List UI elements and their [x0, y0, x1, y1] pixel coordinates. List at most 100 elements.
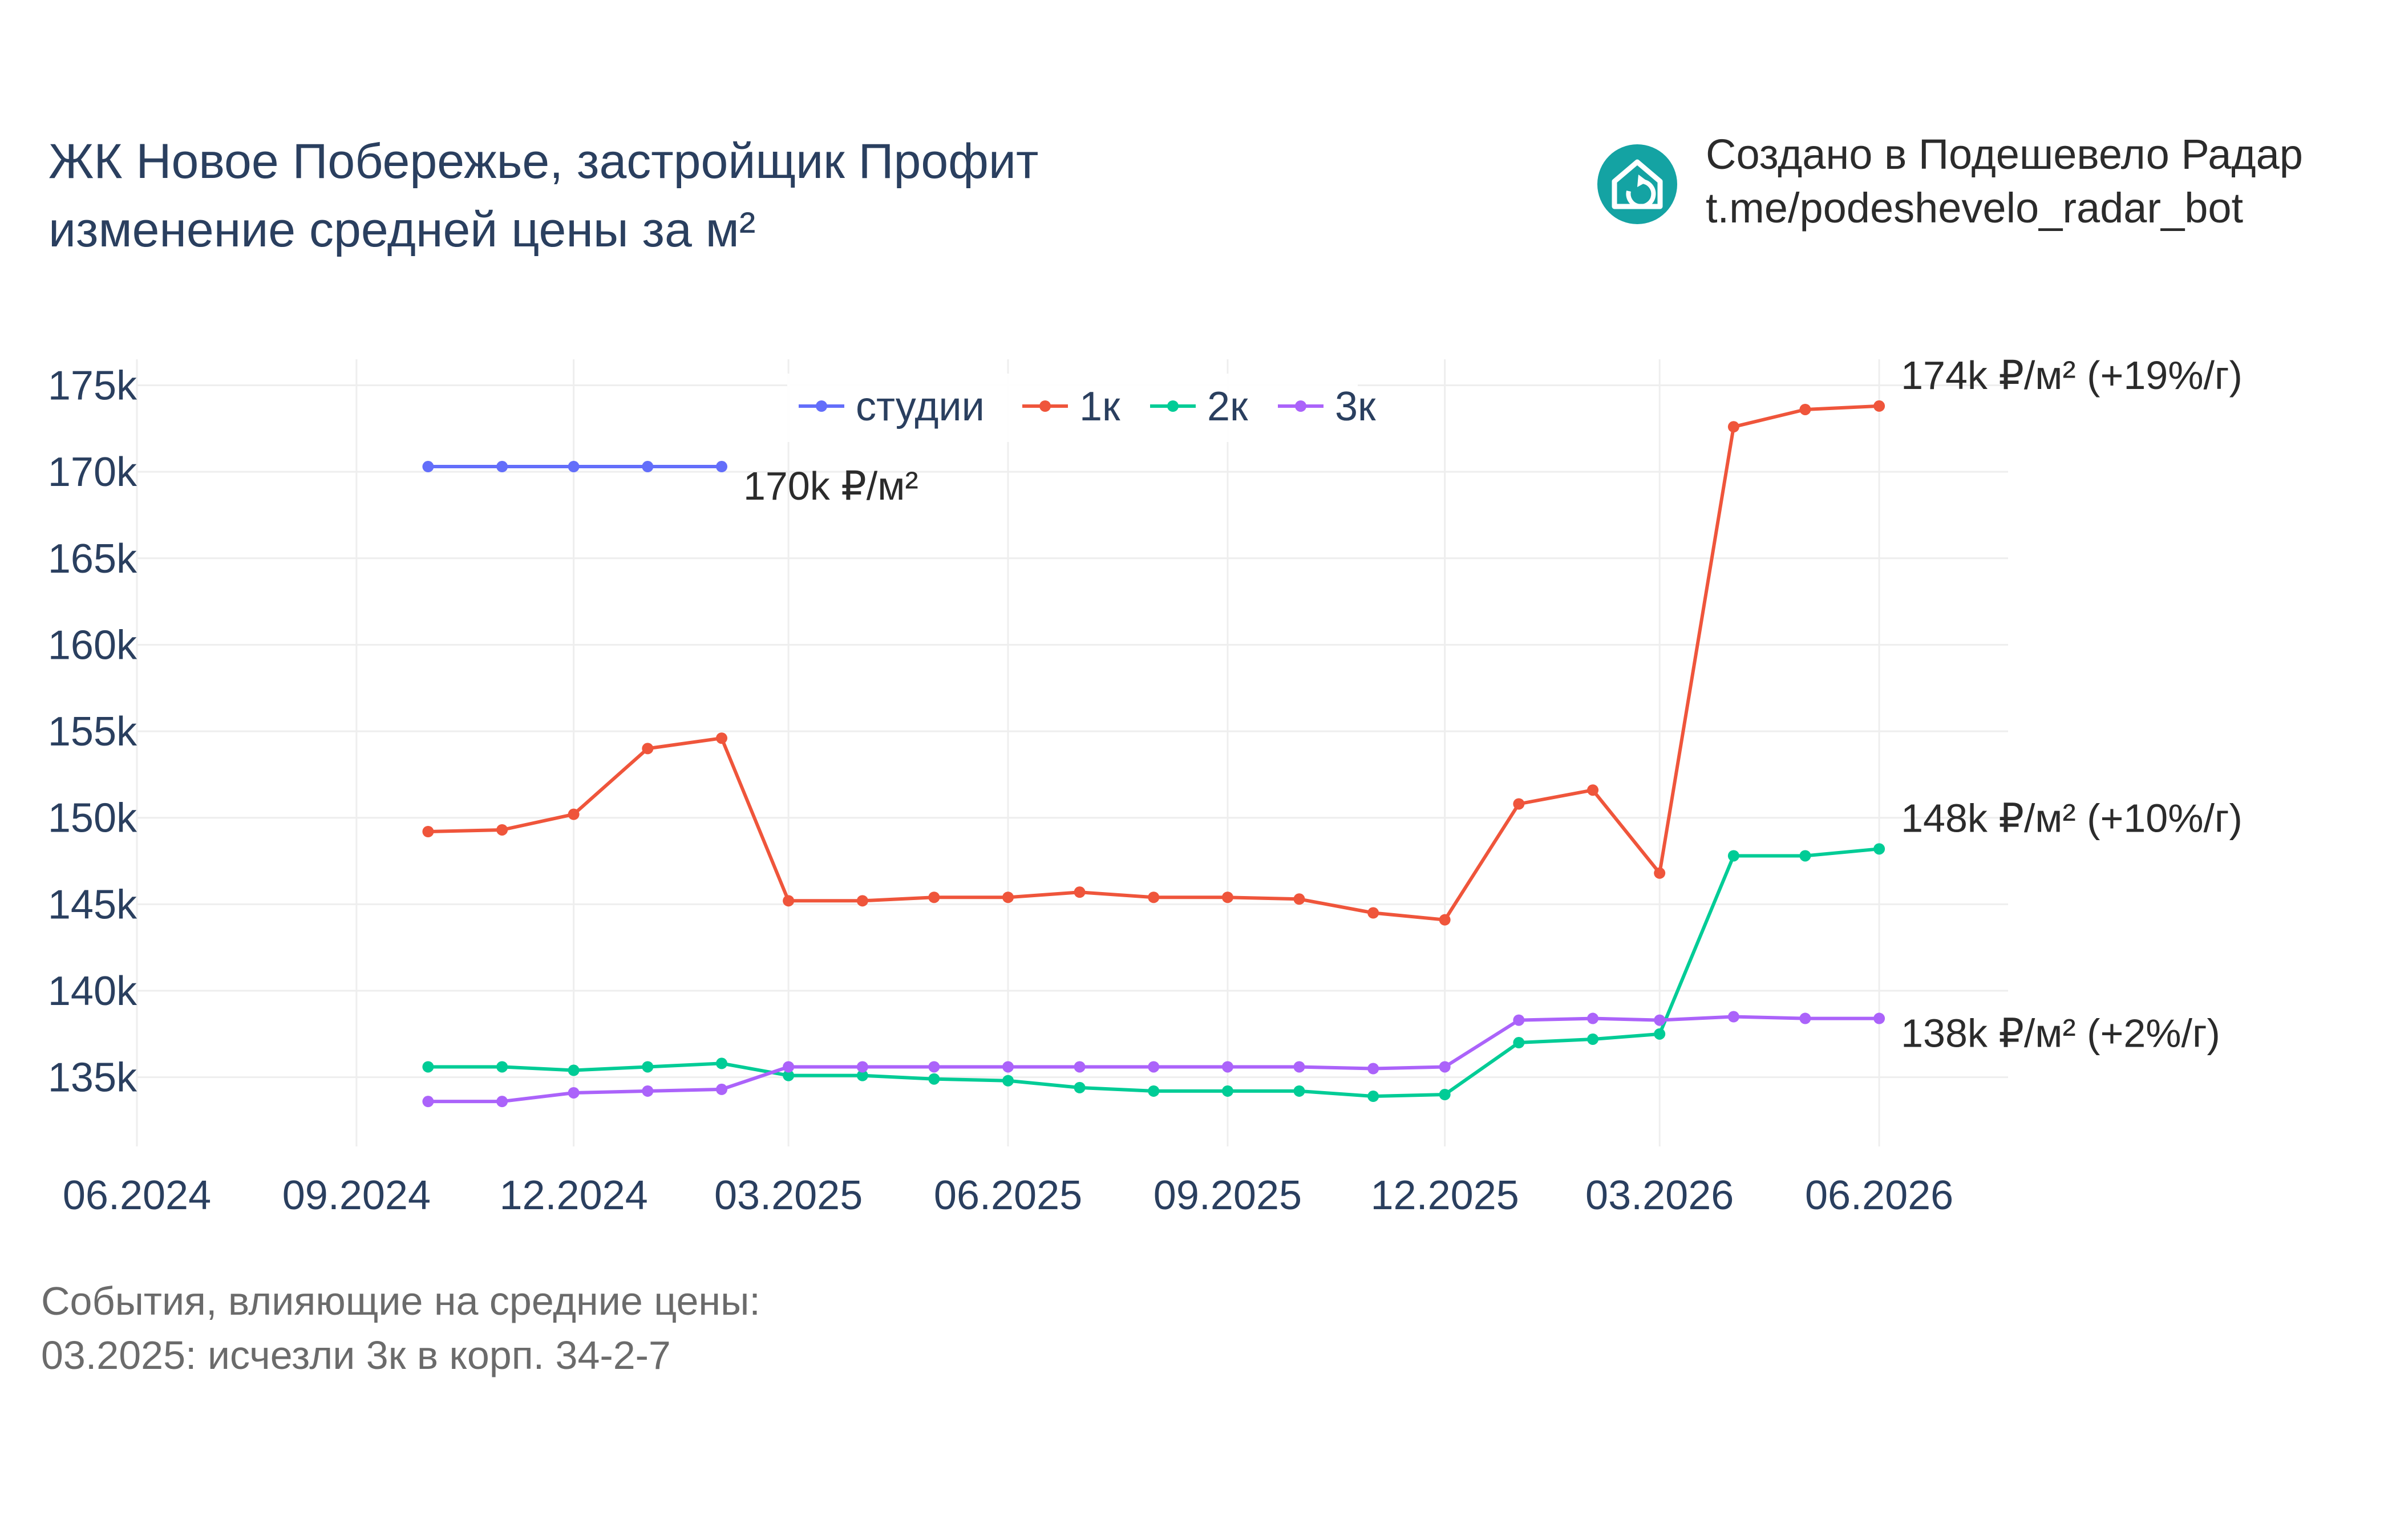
data-point — [1293, 1085, 1305, 1097]
end-labels: 170k ₽/м² 174k ₽/м² (+19%/г) 148k ₽/м² (+1… — [743, 353, 2243, 1056]
data-point — [496, 1096, 508, 1108]
legend-swatch-marker — [1167, 400, 1179, 412]
legend[interactable]: студии 1к 2к 3к — [787, 374, 1376, 442]
data-point — [716, 732, 727, 744]
data-point — [496, 461, 508, 473]
series-end-label: 170k ₽/м² — [743, 464, 918, 508]
data-point — [1513, 1037, 1525, 1049]
brand-logo-icon — [1597, 144, 1677, 224]
data-point — [496, 824, 508, 836]
series-line — [428, 404, 1880, 922]
legend-swatch-marker — [1039, 400, 1051, 412]
data-point — [1654, 1028, 1666, 1040]
data-point — [1221, 891, 1233, 903]
data-point — [568, 461, 580, 473]
legend-swatch-marker — [1295, 400, 1306, 412]
y-tick-label: 155k — [48, 709, 137, 755]
data-point — [1587, 784, 1599, 796]
series-end-label: 138k ₽/м² (+2%/г) — [1901, 1011, 2220, 1056]
data-point — [1002, 1075, 1014, 1087]
x-tick-label: 12.2024 — [499, 1173, 647, 1218]
data-point — [1074, 1081, 1086, 1093]
data-point — [1873, 1012, 1885, 1024]
x-tick-label: 06.2024 — [63, 1173, 211, 1218]
series-end-label: 174k ₽/м² (+19%/г) — [1901, 353, 2243, 398]
events-note-heading: События, влияющие на средние цены: — [41, 1279, 760, 1323]
x-tick-label: 03.2025 — [714, 1173, 863, 1218]
data-point — [1513, 798, 1525, 810]
data-point — [783, 1061, 795, 1073]
legend-label: 3к — [1335, 384, 1376, 429]
series-4 — [422, 1011, 1885, 1108]
data-point — [1367, 1091, 1379, 1103]
chart-title-line2: изменение средней цены за м² — [48, 202, 755, 257]
data-point — [1002, 891, 1014, 903]
data-point — [568, 1087, 580, 1099]
data-point — [1587, 1033, 1599, 1045]
data-point — [1367, 1063, 1379, 1075]
events-note-item: 03.2025: исчезли 3к в корп. 34-2-7 — [41, 1333, 671, 1377]
legend-swatch-marker — [816, 400, 827, 412]
data-point — [783, 895, 795, 907]
data-point — [1002, 1061, 1014, 1073]
data-point — [1148, 1085, 1160, 1097]
series-3 — [422, 843, 1885, 1103]
data-point — [1799, 850, 1811, 862]
data-point — [1148, 1061, 1160, 1073]
data-point — [1799, 403, 1811, 415]
data-point — [1727, 850, 1739, 862]
data-point — [1727, 1011, 1739, 1023]
data-point — [422, 461, 434, 473]
data-point — [1873, 843, 1885, 855]
legend-item-3[interactable]: 2к — [1150, 384, 1248, 429]
data-point — [1727, 421, 1739, 433]
data-point — [928, 1061, 940, 1073]
data-point — [928, 1073, 940, 1085]
data-point — [642, 461, 654, 473]
x-tick-label: 06.2025 — [934, 1173, 1082, 1218]
grid-lines — [136, 359, 2008, 1146]
data-point — [1293, 1061, 1305, 1073]
y-tick-label: 170k — [48, 449, 137, 495]
y-tick-label: 160k — [48, 622, 137, 668]
brand-line1: Создано в Подешевело Радар — [1706, 131, 2303, 178]
y-tick-label: 135k — [48, 1055, 137, 1101]
data-point — [568, 1064, 580, 1076]
legend-label: 1к — [1079, 384, 1120, 429]
legend-item-4[interactable]: 3к — [1278, 384, 1376, 429]
data-point — [1799, 1012, 1811, 1024]
legend-label: 2к — [1207, 384, 1248, 429]
data-point — [716, 461, 727, 473]
data-point — [1221, 1061, 1233, 1073]
data-point — [422, 1096, 434, 1108]
data-point — [1654, 1014, 1666, 1026]
data-point — [1513, 1014, 1525, 1026]
data-point — [642, 1061, 654, 1073]
data-point — [716, 1083, 727, 1095]
data-point — [716, 1057, 727, 1069]
data-point — [496, 1061, 508, 1073]
y-tick-label: 140k — [48, 968, 137, 1014]
y-tick-label: 175k — [48, 363, 137, 408]
data-point — [1439, 1089, 1451, 1101]
data-point — [856, 1069, 868, 1081]
data-point — [1439, 1061, 1451, 1073]
legend-item-2[interactable]: 1к — [1022, 384, 1120, 429]
data-point — [422, 1061, 434, 1073]
data-point — [568, 808, 580, 820]
legend-background — [787, 374, 1358, 442]
x-tick-label: 09.2025 — [1154, 1173, 1302, 1218]
data-point — [928, 891, 940, 903]
y-tick-label: 145k — [48, 882, 137, 927]
x-tick-label: 12.2025 — [1371, 1173, 1519, 1218]
y-tick-label: 150k — [48, 796, 137, 841]
series-end-label: 148k ₽/м² (+10%/г) — [1901, 796, 2243, 840]
chart-title-line1: ЖК Новое Побережье, застройщик Профит — [48, 134, 1038, 189]
y-tick-label: 165k — [48, 536, 137, 582]
data-point — [856, 1061, 868, 1073]
data-point — [642, 743, 654, 755]
legend-item-1[interactable]: студии — [799, 384, 985, 429]
data-point — [422, 826, 434, 837]
x-tick-label: 03.2026 — [1585, 1173, 1734, 1218]
data-point — [1074, 886, 1086, 898]
